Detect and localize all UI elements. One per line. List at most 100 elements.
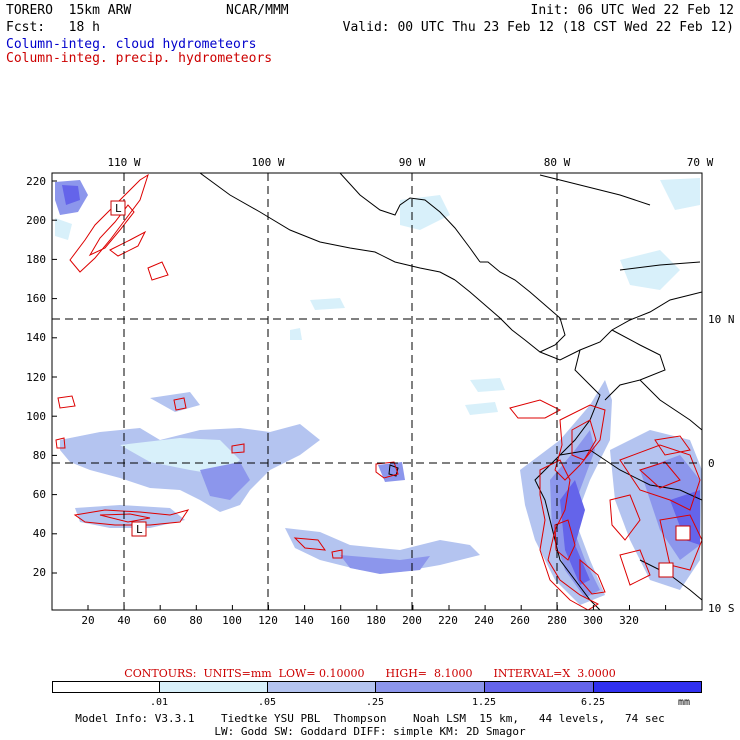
x-tick-label: 260 bbox=[510, 614, 530, 627]
valid-time: Valid: 00 UTC Thu 23 Feb 12 (18 CST Wed … bbox=[342, 20, 734, 35]
coastline-caribbean bbox=[619, 261, 701, 271]
low-marker-box bbox=[131, 521, 147, 537]
low-marker-box bbox=[110, 200, 126, 216]
low-marker-box bbox=[658, 562, 674, 578]
legend-swatch bbox=[593, 681, 702, 693]
y-tick-label: 140 bbox=[26, 331, 46, 344]
x-tick-label: 120 bbox=[258, 614, 278, 627]
low-label: L bbox=[136, 523, 143, 536]
legend-swatch bbox=[159, 681, 268, 693]
precip-field-label: Column-integ. precip. hydrometeors bbox=[6, 51, 273, 66]
precip-contour bbox=[147, 261, 169, 281]
x-tick-label: 320 bbox=[619, 614, 639, 627]
legend-swatch bbox=[267, 681, 376, 693]
cloud-patch bbox=[55, 218, 72, 240]
precip-contour bbox=[57, 395, 76, 409]
legend-level: .05 bbox=[257, 697, 277, 708]
x-tick-label: 60 bbox=[153, 614, 166, 627]
cloud-patch bbox=[470, 378, 505, 392]
y-tick-label: 20 bbox=[33, 566, 46, 579]
forecast-hour: Fcst: 18 h bbox=[6, 20, 100, 35]
y-tick-label: 160 bbox=[26, 292, 46, 305]
x-tick-label: 160 bbox=[330, 614, 350, 627]
cloud-shading bbox=[55, 178, 702, 605]
coastline-cuba bbox=[539, 174, 651, 206]
border-ecuador-peru bbox=[559, 449, 702, 501]
precip-contour bbox=[99, 513, 151, 523]
y-tick-label: 220 bbox=[26, 175, 46, 188]
lat-label: 10 S bbox=[708, 602, 735, 615]
x-tick-label: 80 bbox=[189, 614, 202, 627]
precip-contour bbox=[659, 514, 702, 571]
border-colombia bbox=[604, 329, 666, 401]
y-tick-label: 120 bbox=[26, 371, 46, 384]
center-title: NCAR/MMM bbox=[226, 3, 289, 18]
x-tick-label: 40 bbox=[117, 614, 130, 627]
x-tick-label: 180 bbox=[366, 614, 386, 627]
cloud-patch bbox=[465, 402, 498, 415]
precip-contour bbox=[173, 397, 187, 411]
lon-label: 70 W bbox=[687, 156, 714, 169]
cloud-patch bbox=[62, 185, 80, 205]
border-peru-brazil bbox=[639, 379, 702, 431]
legend-level: .01 bbox=[149, 697, 169, 708]
cloud-patch bbox=[620, 250, 680, 290]
precip-contour bbox=[109, 230, 147, 257]
x-tick-label: 280 bbox=[547, 614, 567, 627]
cloud-patch bbox=[310, 298, 345, 310]
x-tick-label: 100 bbox=[222, 614, 242, 627]
cloud-patch bbox=[560, 480, 590, 585]
model-info: Model Info: V3.3.1 Tiedtke YSU PBL Thomp… bbox=[75, 712, 665, 725]
precip-contour bbox=[554, 519, 576, 561]
coastlines bbox=[199, 173, 702, 610]
lon-label: 80 W bbox=[544, 156, 571, 169]
x-tick-label: 140 bbox=[294, 614, 314, 627]
legend-units: mm bbox=[677, 697, 691, 708]
precip-contour bbox=[554, 404, 606, 481]
cloud-patch bbox=[200, 462, 250, 500]
precip-contour bbox=[571, 419, 597, 461]
y-tick-label: 180 bbox=[26, 253, 46, 266]
cloud-patch bbox=[290, 328, 302, 340]
precip-contour bbox=[231, 443, 245, 454]
init-time: Init: 06 UTC Wed 22 Feb 12 bbox=[530, 3, 735, 18]
cloud-patch bbox=[660, 178, 700, 210]
legend-level: 1.25 bbox=[471, 697, 497, 708]
y-tick-label: 100 bbox=[26, 410, 46, 423]
coastline-panama bbox=[539, 291, 702, 361]
precip-contour bbox=[609, 494, 641, 541]
coastline-yucatan bbox=[339, 173, 481, 263]
precip-contour bbox=[639, 461, 681, 489]
x-tick-label: 20 bbox=[81, 614, 94, 627]
precip-contour bbox=[654, 435, 691, 456]
precip-contour bbox=[579, 558, 606, 595]
low-marker-box bbox=[675, 525, 691, 541]
precip-contour bbox=[619, 444, 701, 511]
precip-contour bbox=[55, 437, 66, 449]
low-label: L bbox=[115, 202, 122, 215]
lon-label: 110 W bbox=[107, 156, 140, 169]
axis-ticks bbox=[52, 180, 667, 610]
precip-contour bbox=[375, 461, 399, 479]
precip-contour bbox=[539, 459, 600, 610]
cloud-patch bbox=[120, 438, 240, 475]
legend-level: .25 bbox=[365, 697, 385, 708]
cloud-patch bbox=[285, 528, 480, 572]
y-tick-label: 60 bbox=[33, 488, 46, 501]
model-physics: LW: Godd SW: Goddard DIFF: simple KM: 2D… bbox=[214, 725, 526, 738]
x-tick-label: 200 bbox=[402, 614, 422, 627]
precip-contour bbox=[331, 549, 343, 559]
legend-swatch bbox=[375, 681, 485, 693]
graticule bbox=[52, 173, 702, 610]
y-tick-label: 200 bbox=[26, 214, 46, 227]
precip-contour bbox=[509, 399, 562, 419]
precip-contour bbox=[69, 173, 149, 273]
legend-level: 6.25 bbox=[580, 697, 606, 708]
lat-label: 10 N bbox=[708, 313, 735, 326]
border-bolivia bbox=[639, 559, 702, 601]
contours-info: CONTOURS: UNITS=mm LOW= 0.10000 HIGH= 8.… bbox=[124, 667, 616, 680]
model-title: TORERO 15km ARW bbox=[6, 3, 132, 18]
precip-contour bbox=[619, 549, 651, 586]
lon-label: 90 W bbox=[399, 156, 426, 169]
